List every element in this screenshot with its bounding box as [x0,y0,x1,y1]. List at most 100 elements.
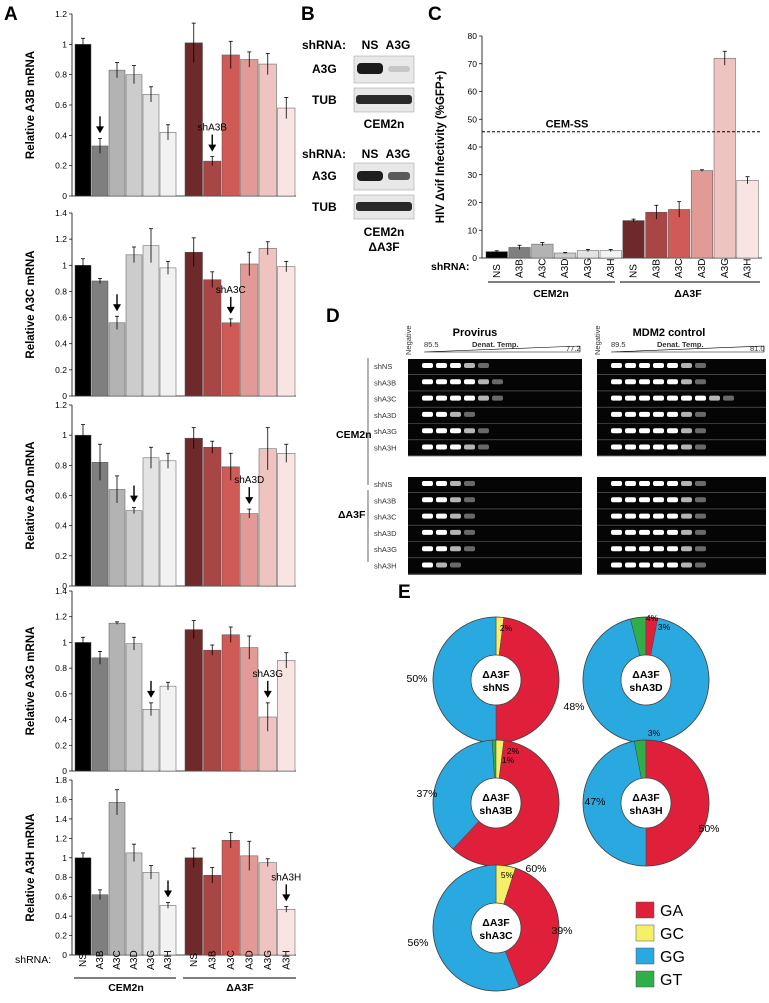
gel-row-label-sha3g: shA3G [374,545,397,554]
gel-band [611,562,622,568]
y-tick-label: 1.8 [55,775,67,785]
y-tick-label: 1.4 [55,586,67,596]
y-tick-label: 0.2 [55,551,67,561]
gel-band [653,529,664,535]
gel2-temp-low: 81.0 [750,344,765,353]
pie-label-gt: 4% [646,613,659,623]
gel-band [422,529,433,535]
y-tick-label: 0.8 [55,663,67,673]
y-tick-label: 0.4 [55,521,67,531]
bar-a3d-cem2n [125,510,143,587]
pie-label-gg: 37% [416,788,437,800]
pie-center-line1: ΔA3F [482,669,510,681]
y-tick-label: 1.2 [55,234,67,244]
y-tick-label: 0.6 [55,100,67,110]
gel-band [667,379,678,385]
gel-band [639,481,650,486]
pie-label-gg: 50% [406,673,427,685]
y-tick-label: 0 [62,581,67,591]
bar-a3h-cem2n [159,267,177,397]
panel-c-cat-ns: NS [629,264,640,278]
y-tick-label: 1.2 [55,9,67,19]
blot2-cell-line: CEM2n [364,225,405,239]
gel-band [625,562,636,568]
blot2-lane-ns: NS [362,147,379,161]
gel-band [653,481,664,486]
bar-a3c-cem2n [108,322,126,397]
gel-band [695,379,706,385]
knockdown-annotation: shA3H [271,872,301,883]
blot1-lane-a3g: A3G [386,38,411,52]
panel-a-cat-ns: NS [189,953,200,967]
blot1-a3g-band-ns [357,63,383,74]
panel-c-cat-a3g: A3G [583,258,594,278]
gel-band [667,395,678,401]
gel-band [422,444,433,450]
pie-label-ga: 50% [698,823,719,835]
gel-row-label-sha3c: shA3C [374,395,397,404]
blot2-row-tub: TUB [312,200,337,214]
gel-band [639,411,650,417]
gel-band [464,411,475,417]
gel-band [436,513,447,519]
bar-a3c-da3f [221,634,240,772]
y-tick-label: 70 [468,59,478,69]
gel-band [667,529,678,535]
gel-band [695,513,706,519]
gel-band [625,529,636,535]
gel-band [422,513,433,519]
legend-swatch-gg [635,947,655,965]
gel-band [695,481,706,486]
bar-a3b-cem2n [91,462,109,587]
bar-a3d-da3f [240,647,259,772]
y-tick-label: 0.6 [55,892,67,902]
gel-band [695,529,706,535]
legend-label-ga: GA [660,903,683,920]
gel-band [611,546,622,552]
gel-band [478,395,489,401]
gel1-denat-label: Denat. Temp. [472,340,519,349]
gel-band [695,411,706,417]
chart-relative-a3h-mrna: 0 0.2 0.4 0.6 0.8 1 1.2 1.4 1.6 1.8 Relative A3H m… [25,775,301,960]
knockdown-arrowhead [147,690,155,698]
gel-band [611,411,622,417]
gel-band [667,497,678,503]
blot1-a3g-band-a3g [388,66,410,72]
bar-a3h-cem2n [159,685,177,772]
gel-band [422,379,433,385]
gel-band [450,379,461,385]
gel-band [625,497,636,503]
pie-label-gc: 2% [500,623,513,633]
gel-band [681,546,692,552]
panel-e-legend: GA GC GG GT [635,901,685,989]
gel-band [625,395,636,401]
y-axis-title: Relative A3H mRNA [25,813,37,921]
panel-a-cat-a3g: A3G [146,950,157,970]
gel-band [639,444,650,450]
pie-center-line2: shA3B [479,805,513,817]
gel-band [450,411,461,417]
y-tick-label: 0.4 [55,130,67,140]
gel-band [450,546,461,552]
pie-center-line2: shA3H [629,805,662,817]
gel-row-label-sha3b: shA3B [374,378,396,387]
gel-band [436,363,447,368]
panel-c-cat-a3c: A3C [537,259,548,278]
bar-a3g-cem2n [576,250,599,259]
knockdown-arrowhead [263,690,272,698]
gel-band [639,513,650,519]
gel-band [639,363,650,368]
gel-band [436,481,447,486]
panel-a-cat-a3h: A3H [163,950,174,969]
gel-band [695,546,706,552]
y-tick-label: 0 [62,766,67,776]
knockdown-arrowhead [282,894,291,902]
gel-band [611,481,622,486]
gel1-image [408,359,582,575]
y-tick-label: 0.2 [55,161,67,171]
gel-band [681,428,692,434]
gel-band [639,562,650,568]
